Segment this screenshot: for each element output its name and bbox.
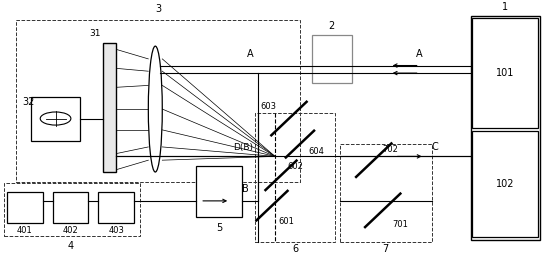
Text: B: B — [242, 184, 249, 194]
Text: 401: 401 — [17, 227, 32, 236]
Bar — [340, 144, 432, 242]
Text: C: C — [431, 142, 438, 152]
Text: 402: 402 — [63, 227, 79, 236]
Bar — [103, 43, 116, 173]
Text: 101: 101 — [496, 68, 514, 78]
Bar — [255, 113, 335, 242]
Text: 31: 31 — [89, 29, 100, 38]
Text: 403: 403 — [109, 227, 124, 236]
Text: 6: 6 — [292, 244, 298, 254]
Text: 4: 4 — [68, 241, 74, 251]
Bar — [7, 192, 43, 223]
Text: 3: 3 — [155, 4, 161, 14]
Ellipse shape — [148, 46, 163, 172]
Bar — [196, 166, 242, 217]
Text: D(B): D(B) — [233, 143, 253, 152]
Ellipse shape — [40, 112, 71, 125]
Text: 2: 2 — [329, 20, 335, 30]
Text: 102: 102 — [496, 179, 514, 189]
Text: 32: 32 — [23, 97, 35, 107]
Bar — [312, 35, 352, 83]
Bar — [470, 16, 540, 240]
Bar — [473, 131, 539, 237]
Text: 603: 603 — [260, 102, 276, 111]
Text: 604: 604 — [308, 147, 324, 156]
Text: A: A — [247, 49, 254, 59]
Bar — [4, 183, 141, 236]
Bar — [473, 18, 539, 128]
Text: A: A — [416, 49, 423, 59]
Text: 702: 702 — [383, 145, 399, 154]
Text: 1: 1 — [502, 2, 508, 12]
Text: 5: 5 — [216, 223, 222, 233]
Bar — [16, 20, 300, 182]
Text: 601: 601 — [278, 217, 294, 226]
Bar — [53, 192, 88, 223]
Bar — [98, 192, 135, 223]
Text: 701: 701 — [393, 220, 408, 229]
Text: 7: 7 — [383, 244, 389, 254]
Text: 602: 602 — [287, 162, 303, 170]
Bar — [31, 97, 81, 141]
